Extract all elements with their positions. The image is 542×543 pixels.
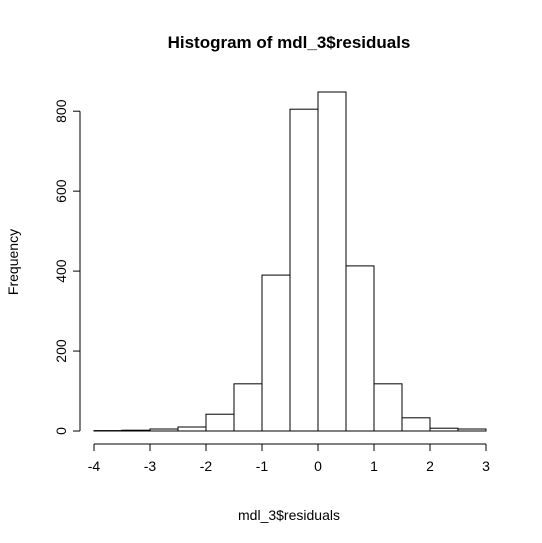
histogram-bar	[457, 428, 487, 432]
histogram-bar	[233, 383, 263, 432]
y-tick-label: 600	[53, 179, 69, 203]
x-tick-label: -4	[88, 458, 101, 474]
x-axis: -4 -3 -2 -1 0 1 2 3	[88, 443, 490, 474]
bars-group	[93, 91, 487, 432]
histogram-bar	[177, 426, 207, 432]
histogram-bar	[429, 427, 459, 432]
histogram-bar	[373, 383, 403, 432]
y-axis: 0 200 400 600 800	[53, 99, 81, 435]
histogram-bar	[261, 274, 291, 432]
x-tick-label: -3	[144, 458, 157, 474]
chart-title: Histogram of mdl_3$residuals	[168, 33, 411, 52]
x-tick-label: 2	[426, 458, 434, 474]
histogram-bar	[149, 428, 179, 432]
y-axis-label: Frequency	[5, 229, 21, 295]
y-tick-label: 400	[53, 259, 69, 283]
x-tick-label: 3	[482, 458, 490, 474]
x-tick-label: 0	[314, 458, 322, 474]
histogram-bar	[205, 413, 235, 432]
histogram-bar	[401, 417, 431, 432]
y-tick-label: 800	[53, 99, 69, 123]
histogram-bar	[345, 265, 375, 432]
histogram-bar	[317, 91, 347, 432]
y-tick-label: 0	[53, 427, 69, 435]
x-axis-label: mdl_3$residuals	[238, 507, 340, 523]
y-tick-label: 200	[53, 339, 69, 363]
x-tick-label: -1	[256, 458, 269, 474]
x-tick-label: -2	[200, 458, 213, 474]
x-tick-label: 1	[370, 458, 378, 474]
histogram-bar	[121, 429, 151, 432]
histogram-bar	[289, 108, 319, 432]
